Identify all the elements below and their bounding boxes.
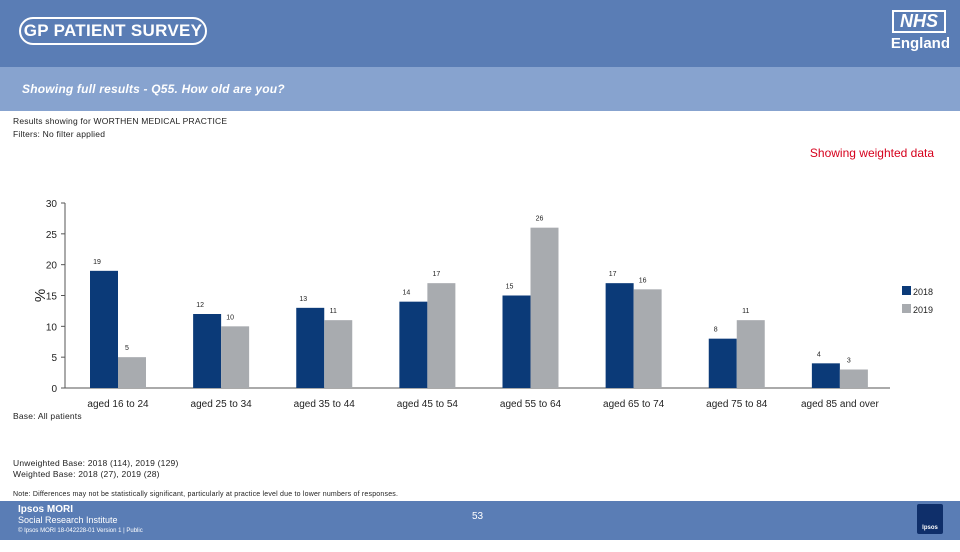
ipsos-reference: © Ipsos MORI 18-042228-01 Version 1 | Pu…: [18, 528, 143, 534]
x-tick-label: aged 85 and over: [801, 399, 880, 410]
bar-2018: [193, 314, 222, 388]
results-for-text: Results showing for WORTHEN MEDICAL PRAC…: [13, 116, 228, 126]
y-tick-label: 30: [46, 199, 58, 210]
bar-value-label: 3: [847, 358, 851, 365]
x-tick-label: aged 55 to 64: [500, 399, 562, 410]
bar-value-label: 19: [93, 259, 101, 266]
bar-2018: [502, 295, 531, 388]
bar-2018: [399, 301, 428, 388]
x-tick-label: aged 25 to 34: [191, 399, 253, 410]
bar-2018: [811, 363, 840, 388]
bar-2019: [530, 227, 559, 388]
nhs-england-label: England: [890, 35, 950, 52]
y-tick-label: 5: [51, 353, 57, 364]
bar-chart: 0 5 10 15 20 25 30% 19 5 aged 16 to 24 12 10 aged 25…: [32, 199, 933, 410]
unweighted-base: Unweighted Base: 2018 (114), 2019 (129): [13, 458, 179, 468]
bar-value-label: 4: [817, 351, 821, 358]
x-tick-label: aged 45 to 54: [397, 399, 459, 410]
y-tick-label: 10: [46, 322, 58, 333]
bar-value-label: 26: [536, 216, 544, 223]
bar-value-label: 15: [506, 284, 514, 291]
bar-value-label: 17: [609, 271, 617, 278]
weighted-base: Weighted Base: 2018 (27), 2019 (28): [13, 469, 160, 479]
bar-value-label: 11: [330, 308, 337, 315]
significance-note: Note: Differences may not be statistical…: [13, 491, 399, 498]
question-bar: [0, 67, 960, 111]
x-tick-label: aged 35 to 44: [294, 399, 356, 410]
ipsos-mori-subtitle: Social Research Institute: [18, 515, 118, 525]
bar-2019: [633, 289, 662, 388]
y-tick-label: 15: [46, 292, 58, 303]
filters-text: Filters: No filter applied: [13, 129, 106, 139]
nhs-logo: NHS: [892, 10, 946, 33]
bar-2019: [221, 326, 250, 388]
bar-value-label: 17: [432, 271, 440, 278]
bar-2019: [324, 320, 353, 388]
x-tick-label: aged 75 to 84: [706, 399, 768, 410]
ipsos-logo-badge: Ipsos: [917, 504, 943, 534]
bar-2019: [736, 320, 765, 388]
page-number: 53: [472, 511, 484, 522]
bar-value-label: 10: [226, 314, 234, 321]
bar-value-label: 8: [714, 327, 718, 334]
question-title: Showing full results - Q55. How old are …: [22, 82, 285, 96]
bar-value-label: 14: [402, 290, 410, 297]
base-label: Base: All patients: [13, 411, 82, 421]
bar-value-label: 16: [639, 277, 647, 284]
bar-value-label: 11: [742, 308, 749, 315]
bar-2019: [118, 357, 146, 388]
y-tick-label: 0: [51, 384, 57, 395]
legend-swatch-2019: [902, 304, 911, 313]
y-axis-label: %: [32, 289, 49, 302]
header-bar: [0, 0, 960, 67]
bar-value-label: 13: [299, 296, 307, 303]
bar-2019: [427, 283, 456, 388]
x-tick-label: aged 65 to 74: [603, 399, 665, 410]
legend-label-2018: 2018: [913, 287, 933, 297]
legend-label-2019: 2019: [913, 305, 933, 315]
legend-swatch-2018: [902, 286, 911, 295]
bar-2019: [839, 369, 868, 388]
bar-2018: [708, 338, 737, 388]
y-tick-label: 20: [46, 261, 58, 272]
bar-2018: [90, 270, 118, 388]
bar-2018: [605, 283, 634, 388]
bar-value-label: 12: [196, 302, 204, 309]
x-tick-label: aged 16 to 24: [87, 399, 149, 410]
bar-value-label: 5: [125, 345, 129, 352]
weighted-data-label: Showing weighted data: [809, 146, 934, 160]
gp-patient-survey-logo: GP PATIENT SURVEY: [19, 17, 207, 45]
y-tick-label: 25: [46, 230, 58, 241]
ipsos-mori-name: Ipsos MORI: [18, 504, 74, 515]
bar-2018: [296, 307, 325, 388]
footer-bar: [0, 501, 960, 540]
